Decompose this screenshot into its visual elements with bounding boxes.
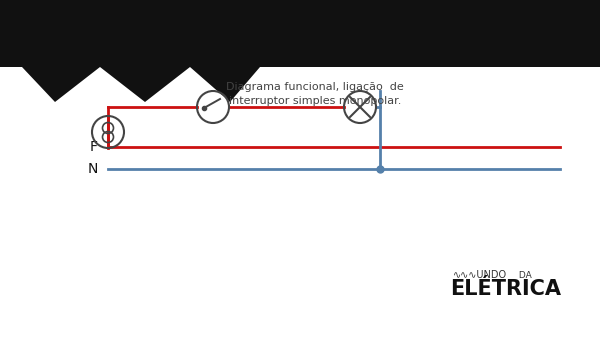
Text: ELÉTRICA: ELÉTRICA bbox=[450, 279, 561, 299]
Text: ∿∿∿UNDO: ∿∿∿UNDO bbox=[453, 270, 507, 280]
Text: F: F bbox=[90, 140, 98, 154]
Text: DA: DA bbox=[516, 271, 532, 280]
Polygon shape bbox=[0, 0, 600, 67]
Text: Diagrama funcional, ligação  de
interruptor simples monopolar.: Diagrama funcional, ligação de interrupt… bbox=[226, 82, 404, 106]
Polygon shape bbox=[0, 0, 600, 102]
Text: N: N bbox=[88, 162, 98, 176]
